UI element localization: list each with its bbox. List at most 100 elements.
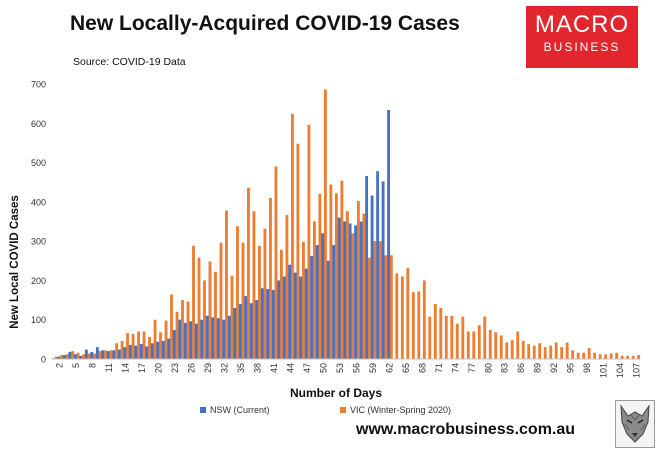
bar-vic (252, 211, 256, 359)
bar-vic (439, 307, 443, 359)
bar-vic (510, 340, 514, 359)
legend-label-nsw: NSW (Current) (210, 405, 270, 415)
bar-nsw (150, 343, 154, 359)
x-tick-label: 83 (500, 363, 510, 373)
bar-vic (137, 331, 140, 359)
bar-vic (115, 343, 118, 359)
bar-nsw (299, 276, 303, 359)
bar-vic (323, 89, 327, 359)
bar-nsw (233, 307, 237, 359)
bar-vic (296, 143, 300, 359)
bar-nsw (95, 347, 99, 359)
bar-vic (521, 340, 525, 359)
bar-vic (483, 316, 487, 359)
bar-nsw (255, 300, 259, 359)
bar-vic (499, 335, 503, 359)
bar-vic (120, 340, 124, 359)
bar-vic (593, 352, 597, 359)
bar-nsw (167, 338, 171, 359)
bar-vic (60, 355, 64, 359)
bar-vic (576, 352, 580, 359)
bar-nsw (62, 355, 66, 359)
bar-vic (543, 347, 547, 359)
bar-vic (159, 332, 162, 359)
bar-vic (488, 329, 492, 359)
website-url: www.macrobusiness.com.au (356, 421, 576, 438)
bar-vic (637, 355, 641, 359)
y-tick-label: 500 (31, 158, 46, 168)
bar-vic (472, 331, 476, 359)
bar-vic (203, 280, 206, 359)
bar-vic (455, 323, 459, 359)
bar-vic (494, 332, 498, 359)
y-tick-label: 400 (31, 197, 46, 207)
bar-nsw (370, 195, 374, 359)
y-tick-label: 0 (41, 355, 46, 365)
y-tick-label: 600 (31, 119, 46, 129)
bar-nsw (194, 323, 198, 359)
bar-nsw (117, 349, 121, 359)
bar-vic (527, 344, 531, 359)
bar-vic (428, 316, 432, 359)
bar-vic (263, 228, 267, 359)
bar-nsw (57, 356, 61, 359)
bar-vic (175, 311, 179, 359)
bar-vic (631, 355, 635, 359)
x-axis: 2 5 8 11 14 17 20 23 26 29 32 35 38 41 44 47 50 53 56 59 62 6… (52, 358, 642, 378)
bar-vic (236, 226, 239, 359)
wolf-logo-icon (615, 400, 655, 448)
bar-nsw (337, 217, 341, 359)
bar-nsw (244, 296, 248, 359)
bar-vic (406, 267, 410, 359)
x-tick-label: 17 (137, 363, 147, 373)
bar-vic (71, 351, 75, 359)
bar-vic (241, 242, 245, 359)
bar-vic (378, 241, 382, 359)
bar-vic (247, 187, 250, 359)
bar-vic (538, 343, 542, 359)
legend-item-nsw: NSW (Current) (200, 405, 270, 415)
bar-nsw (354, 225, 358, 359)
bar-vic (126, 333, 129, 359)
bar-vic (87, 353, 91, 359)
bar-vic (505, 342, 509, 359)
bar-vic (148, 337, 151, 359)
bar-vic (466, 331, 470, 359)
bar-nsw (205, 315, 209, 359)
bar-nsw (134, 345, 138, 359)
bar-vic (170, 294, 173, 359)
x-tick-label: 65 (401, 363, 411, 373)
bar-nsw (112, 350, 116, 359)
x-tick-label: 86 (516, 363, 526, 373)
x-tick-label: 104 (615, 363, 625, 378)
y-tick-label: 100 (31, 315, 46, 325)
bar-nsw (348, 223, 352, 359)
bar-vic (186, 301, 190, 359)
bar-vic (345, 211, 349, 359)
bar-vic (609, 353, 613, 359)
bar-nsw (288, 264, 292, 359)
bar-nsw (326, 260, 330, 359)
x-tick-label: 62 (384, 363, 394, 373)
x-tick-label: 80 (483, 363, 493, 373)
bar-nsw (321, 233, 325, 359)
x-tick-label: 23 (170, 363, 180, 373)
bar-vic (230, 275, 234, 359)
bar-nsw (106, 351, 110, 359)
bar-vic (587, 348, 591, 359)
legend-swatch-vic (340, 407, 346, 413)
x-tick-label: 26 (187, 363, 197, 373)
bar-vic (104, 350, 108, 359)
x-tick-label: 101 (599, 363, 609, 378)
bar-vic (367, 257, 371, 359)
bar-nsw (189, 321, 193, 359)
bar-vic (82, 354, 86, 359)
bar-vic (450, 315, 454, 359)
bar-vic (340, 180, 344, 359)
bar-vic (373, 241, 377, 359)
bar-vic (153, 319, 157, 359)
bar-nsw (227, 315, 231, 359)
bar-nsw (90, 351, 94, 359)
bar-nsw (343, 221, 347, 359)
bar-vic (422, 280, 426, 359)
